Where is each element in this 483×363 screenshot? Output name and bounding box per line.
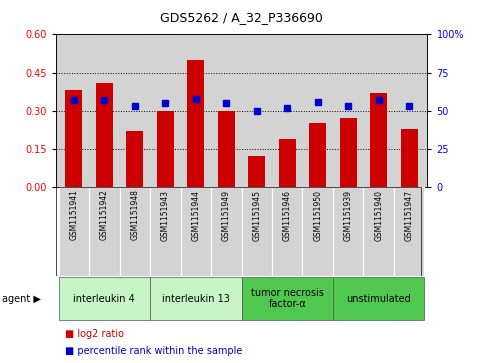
Bar — [211, 187, 242, 276]
Bar — [272, 187, 302, 276]
Text: GSM1151944: GSM1151944 — [191, 189, 200, 241]
Bar — [218, 111, 235, 187]
Text: GSM1151948: GSM1151948 — [130, 189, 139, 241]
Text: GSM1151947: GSM1151947 — [405, 189, 413, 241]
Text: GSM1151940: GSM1151940 — [374, 189, 383, 241]
Bar — [157, 111, 174, 187]
Bar — [370, 93, 387, 187]
Text: GSM1151943: GSM1151943 — [161, 189, 170, 241]
Text: tumor necrosis
factor-α: tumor necrosis factor-α — [251, 288, 324, 309]
Text: interleukin 13: interleukin 13 — [162, 294, 230, 303]
Bar — [120, 187, 150, 276]
Text: GSM1151945: GSM1151945 — [252, 189, 261, 241]
Text: GSM1151950: GSM1151950 — [313, 189, 322, 241]
Text: unstimulated: unstimulated — [346, 294, 411, 303]
Bar — [242, 187, 272, 276]
Text: GSM1151942: GSM1151942 — [100, 189, 109, 241]
Bar — [89, 187, 120, 276]
Text: GSM1151941: GSM1151941 — [70, 189, 78, 241]
Bar — [66, 90, 82, 187]
Bar — [401, 129, 417, 187]
Bar — [363, 187, 394, 276]
Bar — [333, 277, 425, 320]
Bar — [181, 187, 211, 276]
Bar — [248, 156, 265, 187]
Text: agent ▶: agent ▶ — [2, 294, 41, 303]
Bar — [333, 187, 363, 276]
Text: ■ percentile rank within the sample: ■ percentile rank within the sample — [65, 346, 242, 356]
Text: GSM1151949: GSM1151949 — [222, 189, 231, 241]
Bar — [242, 277, 333, 320]
Bar — [279, 139, 296, 187]
Bar — [150, 187, 181, 276]
Bar — [187, 60, 204, 187]
Bar — [150, 277, 242, 320]
Text: GSM1151939: GSM1151939 — [344, 189, 353, 241]
Bar — [302, 187, 333, 276]
Bar — [58, 277, 150, 320]
Bar — [127, 131, 143, 187]
Text: GSM1151946: GSM1151946 — [283, 189, 292, 241]
Text: ■ log2 ratio: ■ log2 ratio — [65, 329, 124, 339]
Bar — [58, 187, 89, 276]
Text: GDS5262 / A_32_P336690: GDS5262 / A_32_P336690 — [160, 11, 323, 24]
Text: interleukin 4: interleukin 4 — [73, 294, 135, 303]
Bar — [394, 187, 425, 276]
Bar — [96, 83, 113, 187]
Bar — [340, 118, 356, 187]
Bar — [309, 123, 326, 187]
